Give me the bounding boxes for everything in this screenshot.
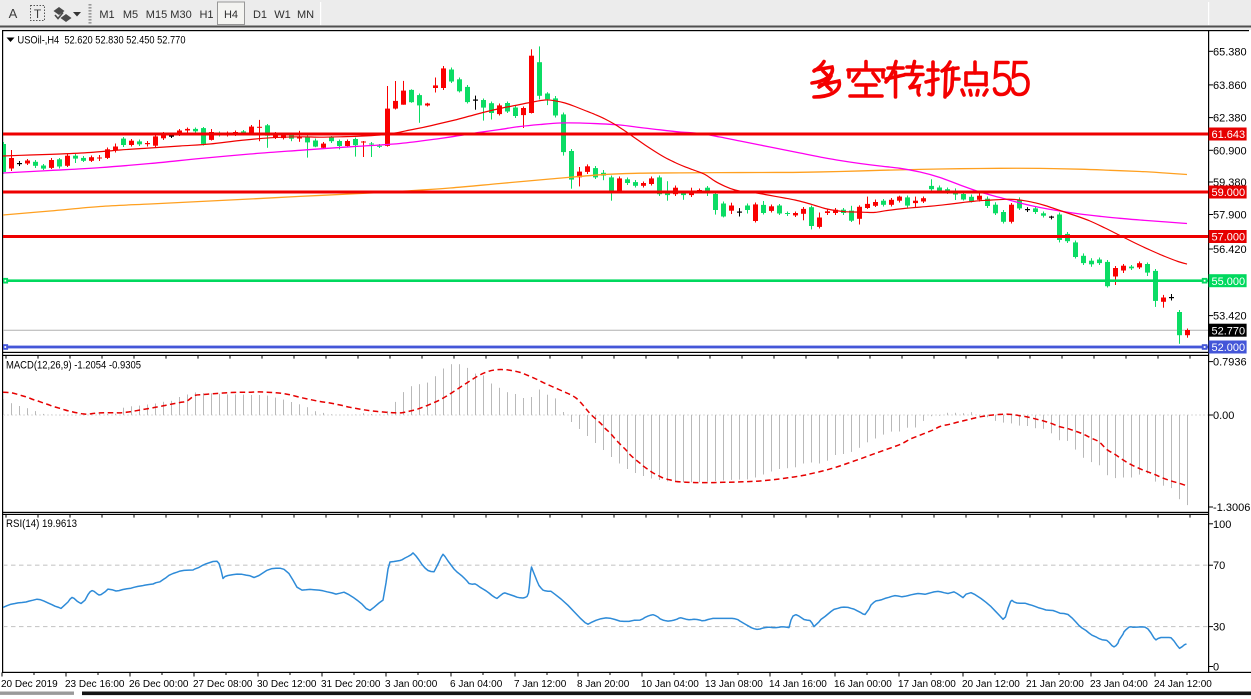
svg-text:0: 0 bbox=[1213, 662, 1219, 674]
svg-text:0.7936: 0.7936 bbox=[1213, 357, 1247, 369]
svg-text:55.000: 55.000 bbox=[1212, 276, 1246, 288]
svg-text:M5: M5 bbox=[123, 9, 138, 21]
svg-text:53.420: 53.420 bbox=[1213, 311, 1247, 323]
svg-text:H4: H4 bbox=[224, 9, 238, 21]
svg-text:MN: MN bbox=[297, 9, 314, 21]
svg-text:21 Jan 20:00: 21 Jan 20:00 bbox=[1026, 679, 1084, 690]
svg-text:30 Dec 12:00: 30 Dec 12:00 bbox=[257, 679, 317, 690]
svg-text:24 Jan 12:00: 24 Jan 12:00 bbox=[1154, 679, 1212, 690]
svg-text:23 Dec 16:00: 23 Dec 16:00 bbox=[65, 679, 125, 690]
svg-text:H1: H1 bbox=[199, 9, 213, 21]
svg-text:M1: M1 bbox=[99, 9, 114, 21]
svg-text:52.000: 52.000 bbox=[1212, 342, 1246, 354]
svg-text:20 Jan 12:00: 20 Jan 12:00 bbox=[962, 679, 1020, 690]
svg-text:0.00: 0.00 bbox=[1213, 410, 1234, 422]
svg-text:20 Dec 2019: 20 Dec 2019 bbox=[1, 679, 58, 690]
svg-text:65.380: 65.380 bbox=[1213, 46, 1247, 58]
svg-text:57.900: 57.900 bbox=[1213, 210, 1247, 222]
svg-text:3 Jan 00:00: 3 Jan 00:00 bbox=[385, 679, 438, 690]
svg-text:63.860: 63.860 bbox=[1213, 80, 1247, 92]
svg-text:T: T bbox=[34, 7, 42, 21]
svg-text:52.770: 52.770 bbox=[1212, 325, 1246, 337]
svg-text:62.380: 62.380 bbox=[1213, 113, 1247, 125]
svg-text:17 Jan 08:00: 17 Jan 08:00 bbox=[898, 679, 956, 690]
svg-text:23 Jan 04:00: 23 Jan 04:00 bbox=[1090, 679, 1148, 690]
svg-text:D1: D1 bbox=[253, 9, 267, 21]
svg-text:7 Jan 12:00: 7 Jan 12:00 bbox=[514, 679, 567, 690]
svg-text:59.000: 59.000 bbox=[1212, 187, 1246, 199]
svg-text:MACD(12,26,9) -1.2054 -0.9305: MACD(12,26,9) -1.2054 -0.9305 bbox=[6, 360, 141, 372]
svg-text:27 Dec 08:00: 27 Dec 08:00 bbox=[193, 679, 253, 690]
svg-text:RSI(14) 19.9613: RSI(14) 19.9613 bbox=[6, 518, 77, 530]
svg-text:W1: W1 bbox=[274, 9, 291, 21]
svg-text:-1.3006: -1.3006 bbox=[1213, 502, 1250, 514]
svg-text:6 Jan 04:00: 6 Jan 04:00 bbox=[450, 679, 503, 690]
svg-text:57.000: 57.000 bbox=[1212, 232, 1246, 244]
svg-text:26 Dec 00:00: 26 Dec 00:00 bbox=[129, 679, 189, 690]
svg-text:31 Dec 20:00: 31 Dec 20:00 bbox=[321, 679, 381, 690]
svg-text:8 Jan 20:00: 8 Jan 20:00 bbox=[577, 679, 630, 690]
svg-text:70: 70 bbox=[1213, 560, 1225, 572]
svg-text:A: A bbox=[9, 6, 18, 21]
svg-text:61.643: 61.643 bbox=[1212, 129, 1246, 141]
svg-text:13 Jan 08:00: 13 Jan 08:00 bbox=[705, 679, 763, 690]
svg-text:USOil-,H4 52.620 52.830 52.45: USOil-,H4 52.620 52.830 52.450 52.770 bbox=[18, 35, 186, 47]
svg-text:56.420: 56.420 bbox=[1213, 244, 1247, 256]
svg-text:M30: M30 bbox=[170, 9, 191, 21]
svg-text:M15: M15 bbox=[146, 9, 167, 21]
svg-text:60.900: 60.900 bbox=[1213, 145, 1247, 157]
svg-text:10 Jan 04:00: 10 Jan 04:00 bbox=[641, 679, 699, 690]
svg-text:30: 30 bbox=[1213, 622, 1225, 634]
svg-text:16 Jan 00:00: 16 Jan 00:00 bbox=[834, 679, 892, 690]
svg-text:100: 100 bbox=[1213, 519, 1231, 531]
svg-text:14 Jan 16:00: 14 Jan 16:00 bbox=[769, 679, 827, 690]
